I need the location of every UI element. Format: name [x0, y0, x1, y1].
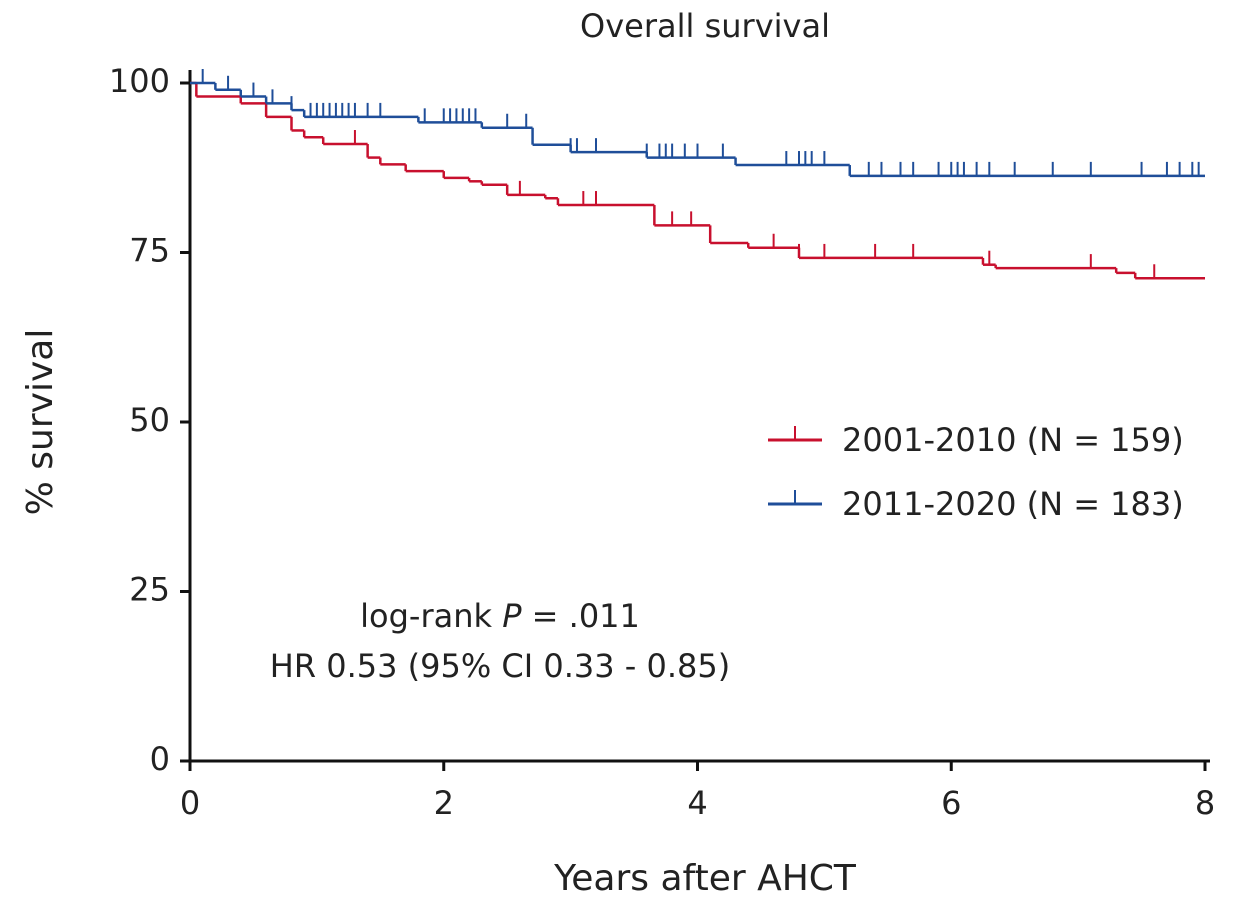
x-tick-label: 0	[180, 784, 200, 822]
x-axis-label: Years after AHCT	[553, 858, 857, 899]
y-tick-label: 100	[109, 62, 170, 100]
y-axis-label: % survival	[20, 329, 61, 516]
annotation-part: log-rank	[360, 597, 502, 635]
y-tick-label: 75	[129, 232, 170, 270]
annotation: log-rank P = .011	[360, 597, 640, 635]
legend-label: 2011-2020 (N = 183)	[842, 485, 1184, 523]
annotation: HR 0.53 (95% CI 0.33 - 0.85)	[270, 647, 731, 685]
y-tick-label: 0	[150, 740, 170, 778]
x-tick-label: 8	[1195, 784, 1215, 822]
y-tick-label: 50	[129, 401, 170, 439]
x-tick-label: 2	[434, 784, 454, 822]
annotation-part: P	[502, 597, 522, 635]
chart-title: Overall survival	[580, 7, 830, 45]
x-tick-label: 6	[941, 784, 961, 822]
y-tick-label: 25	[129, 571, 170, 609]
x-tick-label: 4	[687, 784, 707, 822]
legend-label: 2001-2010 (N = 159)	[842, 421, 1184, 459]
annotation-part: = .011	[521, 597, 639, 635]
